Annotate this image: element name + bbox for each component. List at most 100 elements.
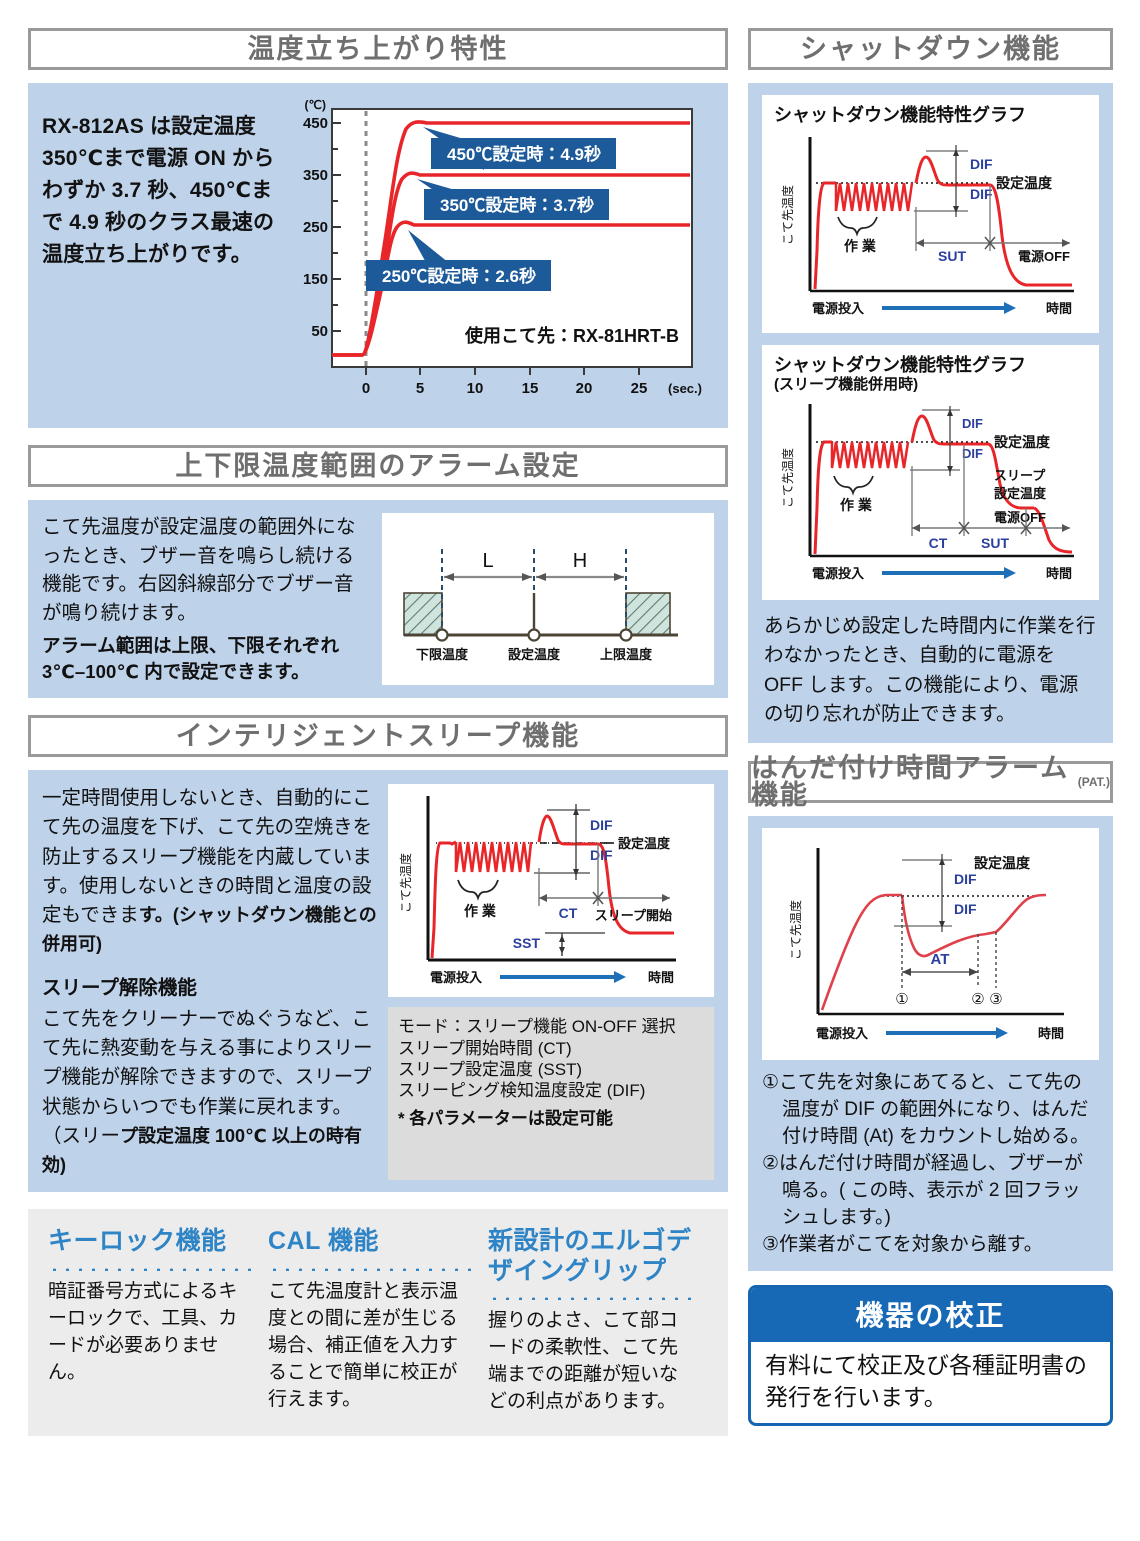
shutdown-graph-title-2-main: シャットダウン機能特性グラフ — [774, 354, 1026, 375]
sleep-release-description: こて先をクリーナーでぬぐうなど、こて先に熱変動を与える事によりスリープ機能が解除… — [42, 1005, 378, 1181]
sleep-setpoint-label: 設定温度 — [618, 836, 671, 851]
section-temperature-rise: 温度立ち上がり特性 RX-812AS は設定温度 350℃まで電源 ON からわ… — [28, 28, 728, 428]
shutdown1-x-start: 電源投入 — [812, 301, 865, 316]
feature-body: 暗証番号方式によるキーロックで、工具、カードが必要ありません。 — [48, 1280, 238, 1383]
hand-marker-2: ② — [971, 991, 984, 1008]
chart-temperature-rise: (℃) 450 350 250 150 50 — [284, 97, 716, 416]
shutdown1-dif-upper: DIF — [970, 156, 993, 172]
sleep-right-column: こて先温度 設定温度 — [388, 784, 714, 1181]
alarm-label-h: H — [573, 550, 587, 572]
right-column: シャットダウン機能 シャットダウン機能特性グラフ こて先温度 設定温度 — [748, 28, 1113, 1525]
svg-text:5: 5 — [416, 380, 424, 397]
section-header-temperature-rise: 温度立ち上がり特性 — [28, 28, 728, 70]
section-alarm-range: 上下限温度範囲のアラーム設定 こて先温度が設定温度の範囲外になったとき、ブザー音… — [28, 445, 728, 699]
shutdown2-sut: SUT — [981, 535, 1009, 551]
section-title: インテリジェントスリープ機能 — [175, 720, 581, 751]
svg-text:450: 450 — [303, 115, 328, 132]
sleep-param-3: スリーピング検知温度設定 (DIF) — [398, 1081, 646, 1101]
sleep-description-tail: す。(シャットダウン機能との併用可) — [42, 905, 377, 955]
hand-at-label: AT — [931, 951, 950, 968]
feature-heading: キーロック機能 — [48, 1227, 227, 1256]
sleep-dif-upper: DIF — [590, 817, 613, 833]
sleep-ct-label: CT — [559, 905, 578, 921]
shutdown2-y-axis: こて先温度 — [781, 448, 795, 508]
hand-graph-svg: こて先温度 設定温度 DIF — [789, 848, 1064, 1041]
section-header-intelligent-sleep: インテリジェントスリープ機能 — [28, 715, 728, 758]
hand-marker-1: ① — [895, 991, 908, 1008]
shutdown1-y-axis: こて先温度 — [781, 185, 795, 245]
section-title: 上下限温度範囲のアラーム設定 — [175, 450, 581, 481]
svg-text:20: 20 — [576, 380, 593, 397]
rise-tip-note: 使用こて先：RX-81HRT-B — [464, 325, 679, 346]
sleep-graph-svg: こて先温度 設定温度 — [399, 796, 676, 985]
shutdown-graph-card-1: シャットダウン機能特性グラフ こて先温度 設定温度 — [762, 95, 1099, 333]
shutdown-graph-title-2-sub: (スリープ機能併用時) — [774, 376, 919, 394]
section-intelligent-sleep: インテリジェントスリープ機能 一定時間使用しないとき、自動的にこて先の温度を下げ… — [28, 715, 728, 1193]
alarm-range-note: アラーム範囲は上限、下限それぞれ 3℃–100℃ 内で設定できます。 — [42, 634, 340, 682]
feature-heading: 新設計のエルゴデザイングリップ — [488, 1227, 692, 1285]
sleep-sst-label: SST — [513, 935, 541, 951]
shutdown2-work: 作 業 — [840, 497, 873, 513]
sleep-description-main: 一定時間使用しないとき、自動的にこて先の温度を下げ、こて先の空焼きを防止するスリ… — [42, 787, 373, 927]
calibration-body: 有料にて校正及び各種証明書の発行を行います。 — [765, 1351, 1087, 1410]
list-item: ①こて先を対象にあてると、こて先の温度が DIF の範囲外になり、はんだ付け時間… — [762, 1072, 1090, 1148]
alarm-figure: L H 下限温度 設定温度 上限温度 — [382, 513, 714, 686]
svg-text:350: 350 — [303, 167, 328, 184]
hand-step-list: ①こて先を対象にあてると、こて先の温度が DIF の範囲外になり、はんだ付け時間… — [762, 1070, 1099, 1259]
svg-text:250: 250 — [303, 219, 328, 236]
shutdown2-dif-upper: DIF — [962, 416, 983, 431]
section-header-alarm-range: 上下限温度範囲のアラーム設定 — [28, 445, 728, 487]
svg-text:10: 10 — [467, 380, 484, 397]
feature-cal: CAL 機能 こて先温度計と表示温度との間に差が生じる場合、補正値を入力すること… — [268, 1227, 474, 1416]
rise-description: RX-812AS は設定温度 350℃まで電源 ON からわずか 3.7 秒、4… — [42, 115, 275, 266]
section-shutdown: シャットダウン機能 シャットダウン機能特性グラフ こて先温度 設定温度 — [748, 28, 1113, 744]
sleep-x-end: 時間 — [648, 970, 674, 985]
shutdown2-dif-lower: DIF — [962, 446, 983, 461]
hand-setpoint: 設定温度 — [974, 855, 1031, 871]
section-title: シャットダウン機能 — [800, 33, 1061, 64]
shutdown2-x-start: 電源投入 — [812, 566, 865, 581]
feature-body: こて先温度計と表示温度との間に差が生じる場合、補正値を入力することで簡単に校正が… — [268, 1280, 459, 1410]
alarm-label-lower: 下限温度 — [416, 647, 469, 662]
shutdown1-setpoint: 設定温度 — [996, 175, 1053, 191]
rise-chart-svg: (℃) 450 350 250 150 50 — [303, 98, 702, 397]
hand-graph-card: こて先温度 設定温度 DIF — [762, 828, 1099, 1061]
hand-dif-upper: DIF — [954, 871, 977, 887]
sleep-y-axis-label: こて先温度 — [399, 853, 413, 913]
sleep-x-start: 電源投入 — [430, 970, 483, 985]
alarm-description-block: こて先温度が設定温度の範囲外になったとき、ブザー音を鳴らし続ける機能です。右図斜… — [42, 513, 372, 685]
dotted-divider — [268, 1267, 474, 1271]
shutdown2-x-end: 時間 — [1046, 566, 1072, 581]
rise-annotation-350: 350℃設定時：3.7秒 — [440, 195, 594, 215]
feature-ergo-grip: 新設計のエルゴデザイングリップ 握りのよさ、こて部コードの柔軟性、こて先端までの… — [488, 1227, 694, 1416]
panel-alarm-range: こて先温度が設定温度の範囲外になったとき、ブザー音を鳴らし続ける機能です。右図斜… — [28, 500, 728, 699]
svg-text:25: 25 — [631, 380, 648, 397]
feature-key-lock: キーロック機能 暗証番号方式によるキーロックで、工具、カードが必要ありません。 — [48, 1227, 254, 1416]
calibration-title: 機器の校正 — [751, 1287, 1110, 1342]
patent-mark: (PAT.) — [1077, 775, 1110, 790]
svg-text:(sec.): (sec.) — [668, 381, 702, 396]
shutdown-graph-1-svg: こて先温度 設定温度 DIF — [781, 136, 1074, 316]
section-title: はんだ付け時間アラーム機能 — [751, 753, 1070, 811]
section-header-shutdown: シャットダウン機能 — [748, 28, 1113, 70]
alarm-label-upper: 上限温度 — [600, 647, 653, 662]
alarm-label-l: L — [482, 550, 493, 572]
shutdown2-power-off: 電源OFF — [994, 510, 1046, 525]
sleep-dif-lower: DIF — [590, 847, 613, 863]
section-header-soldering-time-alarm: はんだ付け時間アラーム機能 (PAT.) — [748, 755, 1113, 809]
hand-x-end: 時間 — [1038, 1026, 1064, 1041]
sleep-graph: こて先温度 設定温度 — [388, 784, 714, 998]
hand-marker-3: ③ — [989, 991, 1002, 1008]
feature-body: 握りのよさ、こて部コードの柔軟性、こて先端までの距離が短いなどの利点があります。 — [488, 1310, 679, 1413]
sleep-release-heading: スリープ解除機能 — [42, 976, 197, 999]
sleep-param-1: スリープ開始時間 (CT) — [398, 1038, 572, 1058]
sleep-release-tail: プ設定温度 100℃ 以上の時有効) — [42, 1125, 362, 1176]
shutdown2-sleep-setpoint-1: スリープ — [994, 468, 1046, 483]
section-features: キーロック機能 暗証番号方式によるキーロックで、工具、カードが必要ありません。 … — [28, 1209, 728, 1437]
shutdown2-ct: CT — [929, 535, 948, 551]
shutdown1-sut: SUT — [938, 248, 966, 264]
svg-text:15: 15 — [522, 380, 539, 397]
feature-heading: CAL 機能 — [268, 1227, 379, 1256]
svg-text:(℃): (℃) — [305, 98, 326, 112]
